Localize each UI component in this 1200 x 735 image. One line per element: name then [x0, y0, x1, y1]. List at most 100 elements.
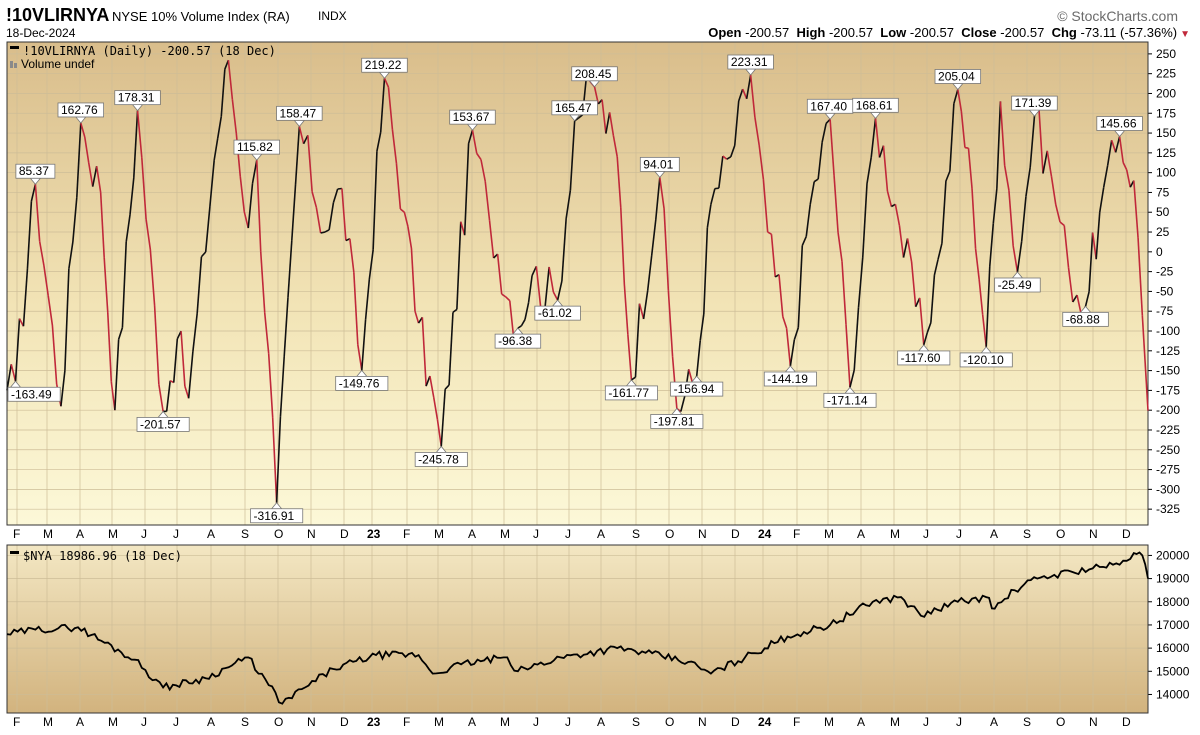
series-segment	[663, 208, 670, 291]
x-tick-label: S	[241, 715, 249, 729]
x-tick-label: M	[890, 527, 900, 541]
series-segment	[95, 166, 102, 193]
data-label: 171.39	[1011, 95, 1058, 117]
series-segment	[849, 369, 856, 388]
series-segment	[937, 243, 943, 260]
label-text: -96.38	[498, 334, 532, 348]
series-segment	[646, 255, 653, 291]
series-segment	[216, 116, 223, 139]
y-tick-label: -100	[1156, 324, 1180, 338]
label-box	[994, 277, 1041, 293]
chart-date: 18-Dec-2024	[6, 26, 76, 40]
x-tick-label: D	[340, 715, 349, 729]
down-arrow-icon: ▼	[1180, 29, 1190, 40]
x-tick-label: J	[141, 715, 147, 729]
series-segment	[1037, 104, 1044, 174]
data-label: -61.02	[534, 299, 581, 321]
x-tick-label: N	[698, 715, 707, 729]
series-segment	[76, 122, 82, 198]
series-segment	[251, 159, 258, 184]
series-segment	[349, 238, 355, 273]
series-segment	[1098, 187, 1105, 213]
series-segment	[1072, 294, 1078, 303]
series-segment	[259, 251, 266, 313]
series-segment	[106, 312, 113, 382]
series-segment	[283, 297, 289, 357]
series-segment	[153, 305, 160, 385]
series-segment	[501, 293, 507, 298]
series-segment	[898, 225, 905, 258]
data-label: -245.78	[414, 445, 468, 467]
series-segment	[789, 339, 796, 367]
series-segment	[1095, 212, 1101, 260]
series-segment	[165, 380, 171, 412]
series-segment	[68, 241, 74, 269]
label-box	[534, 305, 581, 321]
label-text: 208.45	[575, 67, 612, 81]
series-segment	[706, 204, 712, 229]
series-segment	[328, 202, 335, 230]
close-value: -200.57	[1000, 25, 1045, 40]
label-text: -120.10	[963, 353, 1004, 367]
label-text: -163.49	[11, 387, 52, 401]
x-tick-label: N	[307, 715, 316, 729]
series-segment	[737, 88, 744, 102]
data-label: -68.88	[1062, 305, 1109, 327]
label-box	[15, 163, 56, 179]
label-text: 85.37	[19, 164, 49, 178]
series-segment	[247, 183, 254, 229]
series-segment	[320, 231, 326, 234]
data-label: -120.10	[959, 346, 1013, 368]
series-segment	[967, 148, 973, 189]
series-segment	[1029, 116, 1036, 168]
series-segment	[141, 157, 147, 220]
series-segment	[821, 123, 827, 143]
y-tick-label: 20000	[1156, 548, 1190, 562]
series-segment	[650, 219, 657, 256]
series-segment	[1016, 241, 1023, 273]
label-text: -161.77	[608, 386, 649, 400]
series-segment	[425, 375, 431, 387]
series-segment	[129, 177, 135, 215]
series-segment	[1084, 291, 1090, 307]
panel-border	[6, 41, 1149, 526]
panel-background	[7, 42, 1148, 525]
x-tick-label: S	[241, 527, 249, 541]
series-segment	[680, 395, 686, 412]
series-segment	[1141, 315, 1149, 411]
series-segment	[484, 181, 491, 221]
x-tick-label: A	[76, 715, 84, 729]
x-tick-label: A	[990, 715, 998, 729]
x-tick-label: D	[1122, 527, 1131, 541]
series-segment	[548, 266, 555, 293]
x-tick-label: A	[207, 527, 215, 541]
series-segment	[271, 417, 278, 503]
label-text: 165.47	[555, 101, 592, 115]
series-segment	[172, 338, 179, 383]
series-segment	[964, 146, 969, 149]
series-segment	[1118, 136, 1124, 163]
panel-background	[7, 545, 1148, 713]
y-tick-label: -125	[1156, 344, 1180, 358]
series-segment	[200, 251, 207, 258]
label-box	[604, 385, 658, 401]
x-tick-label: M	[500, 527, 510, 541]
label-text: -201.57	[140, 417, 181, 431]
y-tick-label: -175	[1156, 383, 1180, 397]
series-segment	[192, 313, 198, 352]
label-text: -68.88	[1066, 312, 1100, 326]
x-tick-label: S	[632, 527, 640, 541]
series-segment	[601, 99, 607, 134]
series-segment	[933, 259, 939, 276]
y-tick-label: 14000	[1156, 687, 1190, 701]
series-segment	[1003, 165, 1010, 191]
label-text: -245.78	[418, 452, 459, 466]
series-segment	[992, 188, 998, 224]
series-segment	[754, 117, 760, 146]
series-segment	[699, 313, 705, 341]
x-tick-label: D	[731, 715, 740, 729]
x-tick-label: J	[173, 527, 179, 541]
series-segment	[180, 331, 186, 387]
series-segment	[945, 170, 951, 182]
brand-label[interactable]: © StockCharts.com	[1057, 8, 1178, 24]
